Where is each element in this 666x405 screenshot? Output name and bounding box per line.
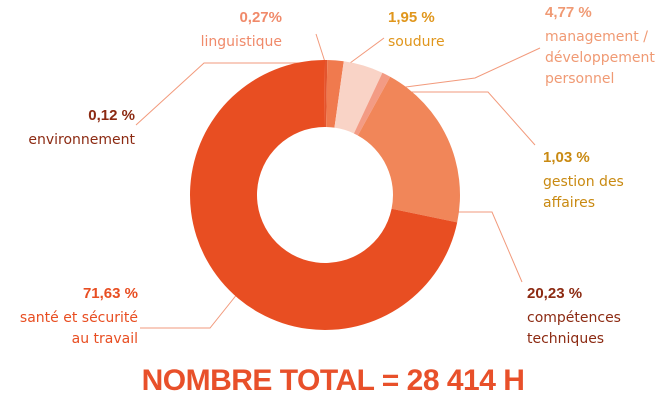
- value-label: 1,03 %: [543, 149, 590, 166]
- value-label: 20,23 %: [527, 285, 582, 302]
- leader-line: [410, 91, 536, 146]
- leader-line: [458, 211, 523, 283]
- slice: [323, 60, 325, 128]
- category-label: environnement: [28, 132, 135, 148]
- category-label: management / développement personnel: [545, 29, 655, 87]
- value-label: 4,77 %: [545, 4, 592, 21]
- slice: [353, 72, 391, 136]
- category-label: gestion des affaires: [543, 174, 624, 211]
- category-label: soudure: [388, 34, 445, 50]
- value-label: 71,63 %: [83, 285, 138, 302]
- total: NOMBRE TOTAL = 28 414 H: [142, 364, 525, 397]
- slice: [334, 61, 383, 134]
- slice: [190, 60, 458, 330]
- category-label: santé et sécurité au travail: [20, 310, 138, 347]
- leader-line: [140, 287, 243, 329]
- category-label: compétences techniques: [527, 310, 621, 347]
- slice: [325, 60, 328, 128]
- value-label: 1,95 %: [388, 9, 435, 26]
- slice: [326, 60, 344, 128]
- leader-line: [397, 47, 541, 89]
- slice: [357, 76, 460, 223]
- leader-line: [345, 37, 385, 67]
- category-label: linguistique: [201, 34, 282, 50]
- value-label: 0,27%: [239, 9, 282, 26]
- leader-line: [315, 33, 326, 63]
- leader-line: [135, 62, 322, 126]
- value-label: 0,12 %: [88, 107, 135, 124]
